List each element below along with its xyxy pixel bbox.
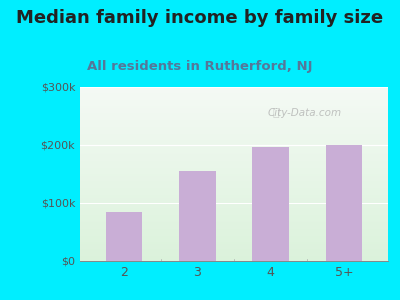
Bar	[106, 212, 142, 261]
Bar	[252, 147, 289, 261]
Text: Ⓠ: Ⓠ	[272, 108, 279, 118]
Text: Median family income by family size: Median family income by family size	[16, 9, 384, 27]
Bar	[179, 171, 216, 261]
Text: City-Data.com: City-Data.com	[268, 108, 342, 118]
Text: All residents in Rutherford, NJ: All residents in Rutherford, NJ	[87, 60, 313, 73]
Bar	[326, 145, 362, 261]
